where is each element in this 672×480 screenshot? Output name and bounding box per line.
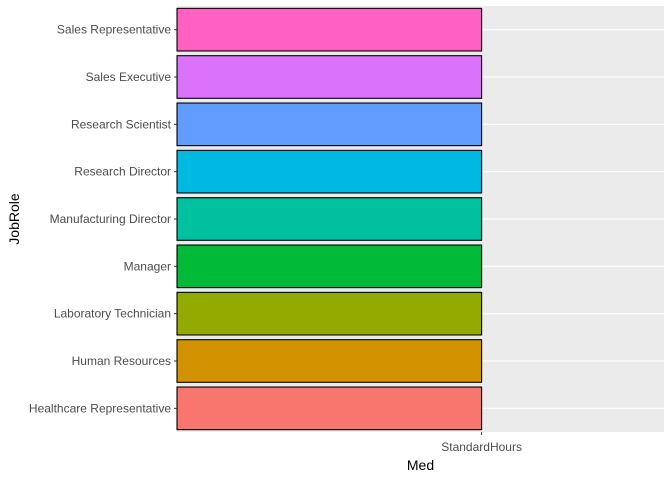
- bar-human-resources: [176, 339, 483, 383]
- bar-sales-representative: [176, 7, 483, 52]
- y-tick-label: Sales Executive: [86, 70, 172, 84]
- y-tick-label: Research Scientist: [71, 117, 172, 131]
- y-axis-ticks: Healthcare Representative Human Resources…: [29, 23, 177, 415]
- y-tick-label: Research Director: [74, 165, 171, 179]
- y-tick-label: Laboratory Technician: [54, 307, 171, 321]
- x-tick-label: StandardHours: [441, 440, 522, 454]
- y-tick-label: Manager: [124, 259, 171, 273]
- bars: [176, 7, 483, 431]
- bar-manufacturing-director: [176, 197, 483, 241]
- bar-manager: [176, 244, 483, 289]
- bar-laboratory-technician: [176, 291, 483, 336]
- y-tick-label: Manufacturing Director: [50, 212, 171, 226]
- y-tick-label: Human Resources: [72, 354, 171, 368]
- bar-healthcare-representative: [176, 386, 483, 431]
- y-tick-label: Sales Representative: [57, 23, 171, 37]
- y-tick-label: Healthcare Representative: [29, 401, 171, 415]
- bar-research-scientist: [176, 102, 483, 147]
- y-axis-title: JobRole: [6, 193, 22, 245]
- x-axis-ticks: StandardHours: [441, 432, 522, 454]
- x-axis-title: Med: [407, 457, 434, 473]
- bar-sales-executive: [176, 55, 483, 99]
- bar-research-director: [176, 149, 483, 194]
